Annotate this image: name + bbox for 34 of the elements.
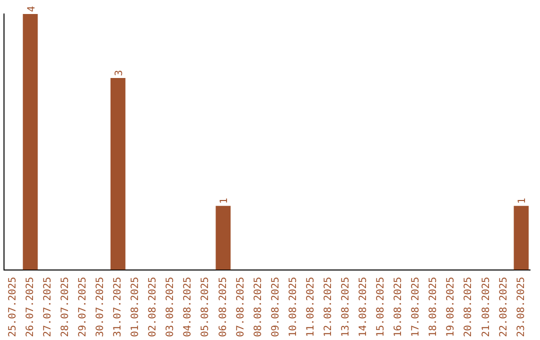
data-label: 1 <box>219 198 230 204</box>
x-tick-label: 05.08.2025 <box>200 276 212 338</box>
x-tick-label: 04.08.2025 <box>182 276 194 338</box>
x-tick-label: 13.08.2025 <box>340 276 352 338</box>
x-tick-label: 08.08.2025 <box>252 276 264 338</box>
x-tick-label: 22.08.2025 <box>498 276 510 338</box>
x-tick-label: 30.07.2025 <box>95 276 106 338</box>
x-tick-label: 15.08.2025 <box>376 276 387 338</box>
data-label: 3 <box>114 70 125 76</box>
data-label: 1 <box>517 198 528 204</box>
x-tick-label: 25.07.2025 <box>7 276 18 338</box>
x-tick-label: 20.08.2025 <box>463 276 474 338</box>
x-tick-label: 07.08.2025 <box>235 276 246 338</box>
x-tick-label: 29.07.2025 <box>77 276 88 338</box>
x-tick-label: 02.08.2025 <box>148 276 159 338</box>
x-tick-label: 06.08.2025 <box>218 276 229 338</box>
x-tick-label: 18.08.2025 <box>428 276 440 338</box>
data-label: 4 <box>26 6 38 12</box>
x-tick-label: 10.08.2025 <box>288 276 299 338</box>
x-tick-label: 01.08.2025 <box>130 276 142 338</box>
x-tick-label: 16.08.2025 <box>393 276 404 338</box>
x-tick-label: 03.08.2025 <box>165 276 176 338</box>
x-tick-label: 17.08.2025 <box>410 276 422 338</box>
x-tick-label: 11.08.2025 <box>305 276 316 338</box>
x-tick-label: 26.07.2025 <box>24 276 36 338</box>
x-tick-label: 28.07.2025 <box>60 276 71 338</box>
x-tick-label: 31.07.2025 <box>112 276 124 338</box>
x-tick-label: 14.08.2025 <box>358 276 370 338</box>
x-tick-label: 21.08.2025 <box>480 276 492 338</box>
x-tick-label: 23.08.2025 <box>516 276 527 338</box>
x-tick-label: 27.07.2025 <box>42 276 54 338</box>
x-tick-label: 09.08.2025 <box>270 276 282 338</box>
x-tick-label: 19.08.2025 <box>446 276 457 338</box>
x-tick-label: 12.08.2025 <box>322 276 334 338</box>
